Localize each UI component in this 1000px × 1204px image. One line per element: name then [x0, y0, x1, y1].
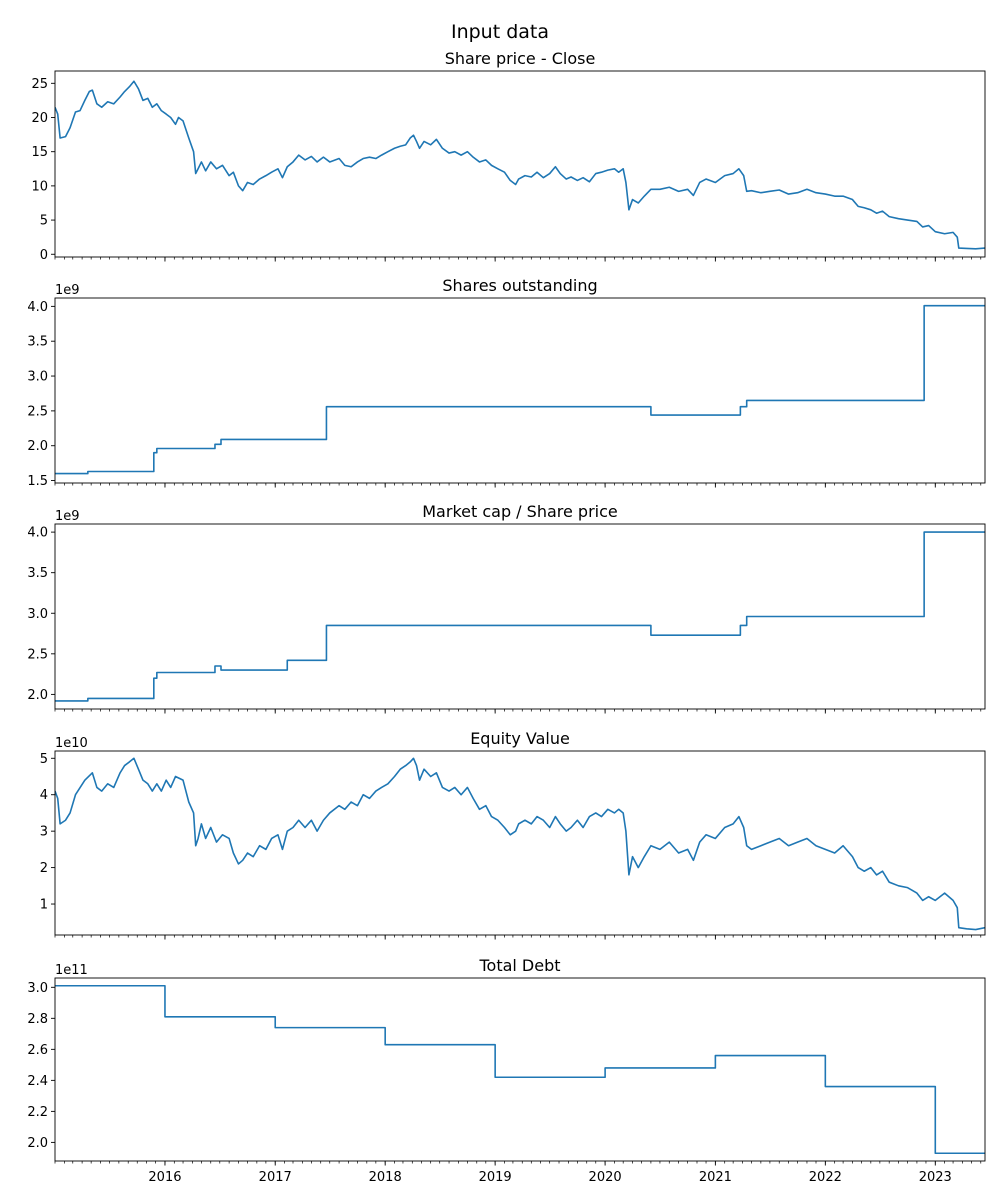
y-tick-label: 2.2 [27, 1105, 48, 1120]
axes-frame [54, 750, 986, 936]
panel-1: Share price - Close 0 5 10 15 20 25 [31, 49, 986, 263]
panel-title: Total Debt [478, 956, 560, 975]
y-tick-label: 1 [40, 898, 48, 913]
axes-frame [54, 297, 986, 484]
y-tick-label: 0 [40, 248, 48, 263]
y-tick-label: 3.0 [27, 981, 48, 996]
y-tick-label: 25 [31, 77, 48, 92]
x-tick-label: 2023 [919, 1170, 952, 1185]
x-tick-label: 2017 [259, 1170, 292, 1185]
panel-4: Equity Value 1e10 1 2 3 4 5 [40, 729, 986, 940]
series-line [55, 304, 985, 475]
axes-frame [54, 70, 986, 258]
y-tick-label: 3.5 [27, 335, 48, 350]
axis-offset-label: 1e10 [55, 736, 88, 751]
y-tick-label: 3.0 [27, 607, 48, 622]
y-tick-label: 15 [31, 145, 48, 160]
axis-offset-label: 1e9 [55, 509, 80, 524]
series-line [55, 984, 985, 1155]
panel-title: Shares outstanding [442, 276, 597, 295]
figure-title: Input data [451, 21, 549, 43]
y-tick-label: 5 [40, 752, 48, 767]
axis-offset-label: 1e9 [55, 283, 80, 298]
x-tick-label: 2016 [148, 1170, 181, 1185]
y-tick-label: 5 [40, 214, 48, 229]
series-line [55, 80, 985, 250]
x-tick-label: 2022 [809, 1170, 842, 1185]
y-tick-label: 2.5 [27, 647, 48, 662]
panel-title: Share price - Close [445, 49, 596, 68]
y-tick-label: 10 [31, 179, 48, 194]
x-tick-label: 2019 [479, 1170, 512, 1185]
panel-3: Market cap / Share price 1e9 2.0 2.5 3.0 3.5 4… [27, 502, 986, 714]
axes-frame [54, 977, 986, 1162]
y-tick-label: 4.0 [27, 526, 48, 541]
panel-5: Total Debt 1e11 2.0 2.2 2.4 2.6 2.8 3.0 2016 2017… [27, 956, 986, 1185]
y-tick-label: 2.0 [27, 439, 48, 454]
y-tick-label: 4 [40, 788, 48, 803]
y-tick-label: 1.5 [27, 474, 48, 489]
axes-frame [54, 523, 986, 710]
y-tick-label: 2.4 [27, 1074, 48, 1089]
x-tick-label: 2018 [369, 1170, 402, 1185]
y-tick-label: 2.8 [27, 1012, 48, 1027]
series-line [55, 757, 985, 931]
panel-title: Equity Value [470, 729, 570, 748]
y-tick-label: 2.0 [27, 1136, 48, 1151]
panel-title: Market cap / Share price [422, 502, 617, 521]
axis-offset-label: 1e11 [55, 963, 88, 978]
y-tick-label: 2 [40, 861, 48, 876]
y-tick-label: 3.5 [27, 566, 48, 581]
y-tick-label: 2.0 [27, 688, 48, 703]
x-tick-label: 2021 [699, 1170, 732, 1185]
y-tick-label: 3.0 [27, 370, 48, 385]
x-tick-label: 2020 [589, 1170, 622, 1185]
y-tick-label: 2.6 [27, 1043, 48, 1058]
y-tick-label: 3 [40, 825, 48, 840]
y-tick-label: 2.5 [27, 404, 48, 419]
y-tick-label: 20 [31, 111, 48, 126]
panel-2: Shares outstanding 1e9 1.5 2.0 2.5 3.0 3.5 4.0 [27, 276, 986, 489]
series-line [55, 531, 985, 702]
y-tick-label: 4.0 [27, 300, 48, 315]
